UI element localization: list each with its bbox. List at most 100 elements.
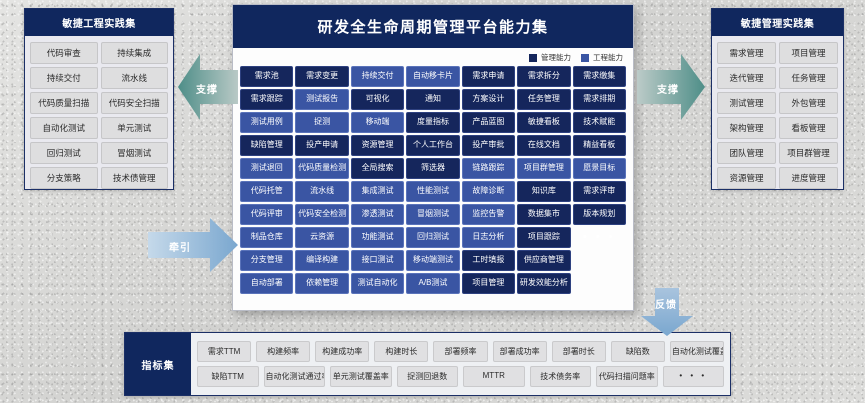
matrix-cell[interactable]: 数据集市 — [517, 204, 571, 225]
matrix-cell[interactable]: 任务管理 — [517, 89, 571, 110]
metric-cell[interactable]: 部署成功率 — [492, 341, 547, 362]
practice-cell[interactable]: 流水线 — [100, 67, 168, 89]
metric-cell[interactable]: 自动化测试覆盖率 — [669, 341, 724, 362]
metric-cell[interactable]: 缺陷TTM — [197, 366, 259, 387]
matrix-cell[interactable]: 项目群管理 — [517, 158, 571, 179]
practice-cell[interactable]: 架构管理 — [717, 117, 776, 139]
matrix-cell[interactable]: 自动移卡片 — [406, 66, 460, 87]
matrix-cell[interactable]: 缺陷管理 — [240, 135, 294, 156]
metric-cell[interactable]: 构建频率 — [256, 341, 311, 362]
practice-cell[interactable]: 任务管理 — [779, 67, 838, 89]
practice-cell[interactable]: 需求管理 — [717, 42, 776, 64]
matrix-cell[interactable]: 项目跟踪 — [517, 227, 571, 248]
matrix-cell[interactable]: 接口测试 — [350, 250, 405, 271]
practice-cell[interactable]: 代码审查 — [30, 42, 98, 64]
matrix-cell[interactable]: 工时填报 — [461, 250, 516, 271]
metric-cell[interactable]: 构建时长 — [374, 341, 429, 362]
metric-cell[interactable]: 代码扫描问题率 — [596, 366, 658, 387]
matrix-cell[interactable]: 代码托管 — [240, 181, 294, 202]
matrix-cell[interactable]: 分支管理 — [240, 250, 294, 271]
matrix-cell[interactable]: A/B测试 — [406, 273, 460, 294]
metric-cell[interactable]: 缺陷数 — [610, 341, 665, 362]
matrix-cell[interactable]: 捉测 — [295, 112, 349, 133]
matrix-cell[interactable]: 云资源 — [295, 227, 349, 248]
matrix-cell[interactable]: 链路跟踪 — [461, 158, 516, 179]
matrix-cell[interactable]: 功能测试 — [350, 227, 405, 248]
matrix-cell[interactable]: 精益看板 — [572, 135, 626, 156]
practice-cell[interactable]: 外包管理 — [779, 92, 838, 114]
matrix-cell[interactable]: 在线文档 — [517, 135, 571, 156]
matrix-cell[interactable]: 知识库 — [517, 181, 571, 202]
practice-cell[interactable]: 项目群管理 — [779, 142, 838, 164]
matrix-cell[interactable]: 研发效能分析 — [517, 273, 571, 294]
practice-cell[interactable]: 单元测试 — [100, 117, 168, 139]
matrix-cell[interactable]: 需求缴集 — [572, 66, 626, 87]
matrix-cell[interactable]: 需求跟踪 — [240, 89, 294, 110]
practice-cell[interactable]: 回归测试 — [30, 142, 98, 164]
practice-cell[interactable]: 看板管理 — [779, 117, 838, 139]
matrix-cell[interactable]: 日志分析 — [461, 227, 516, 248]
matrix-cell[interactable]: 冒烟测试 — [406, 204, 460, 225]
practice-cell[interactable]: 测试管理 — [717, 92, 776, 114]
matrix-cell[interactable]: 依赖管理 — [295, 273, 349, 294]
practice-cell[interactable]: 资源管理 — [717, 167, 776, 189]
matrix-cell[interactable]: 投产审批 — [461, 135, 516, 156]
matrix-cell[interactable]: 方案设计 — [461, 89, 516, 110]
matrix-cell[interactable]: 筛选器 — [406, 158, 460, 179]
matrix-cell[interactable]: 版本规划 — [572, 204, 626, 225]
matrix-cell[interactable]: 需求变更 — [295, 66, 349, 87]
matrix-cell[interactable]: 编译构建 — [295, 250, 349, 271]
matrix-cell[interactable]: 监控告警 — [461, 204, 516, 225]
matrix-cell[interactable]: 代码安全检测 — [295, 204, 349, 225]
matrix-cell[interactable]: 测试用例 — [240, 112, 294, 133]
matrix-cell[interactable]: 需求拆分 — [517, 66, 571, 87]
matrix-cell[interactable]: 愿景目标 — [572, 158, 626, 179]
matrix-cell[interactable]: 渗透测试 — [350, 204, 405, 225]
metric-cell[interactable]: 部署时长 — [551, 341, 606, 362]
matrix-cell[interactable]: 需求池 — [240, 66, 294, 87]
practice-cell[interactable]: 代码安全扫描 — [100, 92, 168, 114]
matrix-cell[interactable]: 全局搜索 — [350, 158, 405, 179]
metric-cell[interactable]: MTTR — [463, 366, 525, 387]
metric-cell[interactable]: 捉测回退数 — [396, 366, 458, 387]
practice-cell[interactable]: 代码质量扫描 — [30, 92, 98, 114]
matrix-cell[interactable]: 代码质量检测 — [295, 158, 349, 179]
metric-cell[interactable]: 技术债务率 — [529, 366, 591, 387]
practice-cell[interactable]: 迭代管理 — [717, 67, 776, 89]
practice-cell[interactable]: 冒烟测试 — [100, 142, 168, 164]
matrix-cell[interactable]: 资源管理 — [350, 135, 405, 156]
matrix-cell[interactable]: 需求评审 — [572, 181, 626, 202]
practice-cell[interactable]: 持续集成 — [100, 42, 168, 64]
practice-cell[interactable]: 进度管理 — [779, 167, 838, 189]
practice-cell[interactable]: 自动化测试 — [30, 117, 98, 139]
matrix-cell[interactable]: 需求申请 — [461, 66, 516, 87]
matrix-cell[interactable]: 敏捷看板 — [517, 112, 571, 133]
matrix-cell[interactable]: 投产申请 — [295, 135, 349, 156]
matrix-cell[interactable]: • • • — [582, 230, 616, 243]
metric-cell[interactable]: 自动化测试通过率 — [263, 366, 325, 387]
matrix-cell[interactable]: 持续交付 — [350, 66, 405, 87]
metric-cell[interactable]: • • • — [662, 366, 724, 387]
matrix-cell[interactable]: 集成测试 — [350, 181, 405, 202]
metric-cell[interactable]: 部署频率 — [433, 341, 488, 362]
metric-cell[interactable]: 构建成功率 — [315, 341, 370, 362]
matrix-cell[interactable]: 供应商管理 — [517, 250, 571, 271]
matrix-cell[interactable]: 代码评审 — [240, 204, 294, 225]
practice-cell[interactable]: 持续交付 — [30, 67, 98, 89]
metric-cell[interactable]: 单元测试覆盖率 — [330, 366, 392, 387]
matrix-cell[interactable]: 制品仓库 — [240, 227, 294, 248]
matrix-cell[interactable]: 移动端测试 — [406, 250, 460, 271]
practice-cell[interactable]: 团队管理 — [717, 142, 776, 164]
matrix-cell[interactable]: 性能测试 — [406, 181, 460, 202]
metric-cell[interactable]: 需求TTM — [197, 341, 252, 362]
matrix-cell[interactable]: 产品蓝图 — [461, 112, 516, 133]
matrix-cell[interactable]: 需求排期 — [572, 89, 626, 110]
matrix-cell[interactable]: 测试报告 — [295, 89, 349, 110]
matrix-cell[interactable]: 技术赋能 — [572, 112, 626, 133]
matrix-cell[interactable]: 项目管理 — [461, 273, 516, 294]
matrix-cell[interactable]: 故障诊断 — [461, 181, 516, 202]
matrix-cell[interactable]: 测试退回 — [240, 158, 294, 179]
matrix-cell[interactable]: 测试自动化 — [350, 273, 405, 294]
matrix-cell[interactable]: 个人工作台 — [406, 135, 460, 156]
matrix-cell[interactable]: 流水线 — [295, 181, 349, 202]
